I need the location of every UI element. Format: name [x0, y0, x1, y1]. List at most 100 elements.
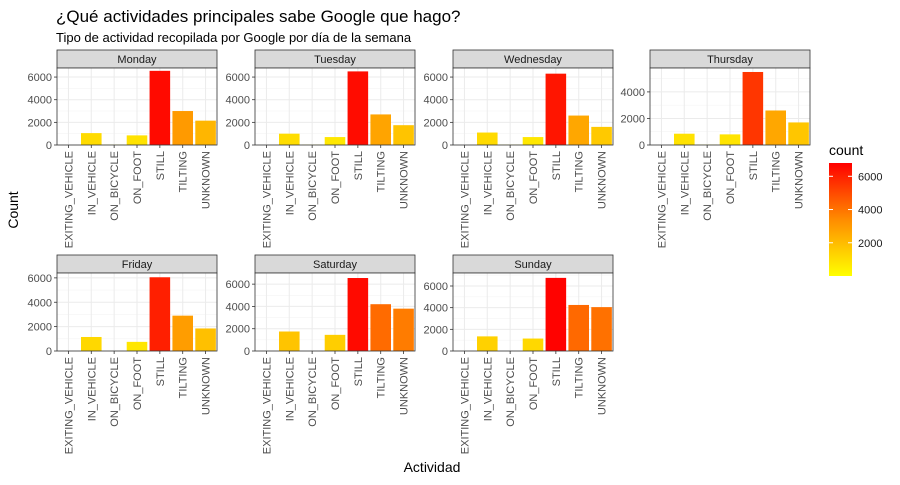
y-tick-label: 6000	[226, 279, 250, 291]
bar-still	[546, 278, 567, 351]
x-tick-label: STILL	[551, 357, 563, 386]
facet-label: Friday	[122, 259, 153, 271]
x-tick-label: UNKNOWN	[794, 151, 806, 209]
bar-still	[348, 278, 369, 351]
legend-tick-label: 2000	[858, 238, 882, 250]
y-tick-label: 0	[442, 140, 448, 152]
x-tick-label: EXITING_VEHICLE	[459, 357, 471, 454]
facet-label: Monday	[117, 54, 157, 66]
y-tick-label: 6000	[424, 72, 448, 84]
bar-tilting	[568, 305, 589, 351]
x-tick-label: ON_FOOT	[528, 357, 540, 410]
bar-unknown	[393, 125, 414, 145]
legend-title: count	[829, 142, 863, 158]
y-tick-label: 2000	[28, 117, 52, 129]
y-tick-label: 6000	[424, 281, 448, 293]
x-tick-label: ON_FOOT	[725, 151, 737, 204]
bar-tilting	[568, 116, 589, 145]
y-tick-label: 2000	[424, 324, 448, 336]
y-axis-label: Count	[5, 191, 21, 228]
y-tick-label: 4000	[226, 95, 250, 107]
y-tick-label: 4000	[28, 297, 52, 309]
bar-still	[150, 71, 171, 145]
legend-colorbar	[829, 163, 852, 276]
bar-still	[546, 74, 567, 145]
x-tick-label: ON_BICYCLE	[505, 151, 517, 221]
x-tick-label: IN_VEHICLE	[284, 357, 296, 421]
facet-label: Thursday	[707, 54, 753, 66]
y-tick-label: 0	[639, 140, 645, 152]
x-tick-label: STILL	[748, 151, 760, 180]
bar-in-vehicle	[477, 336, 498, 351]
bar-still	[348, 71, 369, 145]
y-tick-label: 4000	[226, 301, 250, 313]
x-tick-label: ON_FOOT	[132, 151, 144, 204]
x-tick-label: ON_BICYCLE	[702, 151, 714, 221]
x-tick-label: ON_BICYCLE	[109, 151, 121, 221]
facet-label: Wednesday	[504, 54, 562, 66]
bar-tilting	[370, 304, 391, 351]
x-tick-label: ON_BICYCLE	[109, 357, 121, 427]
x-tick-label: IN_VEHICLE	[482, 151, 494, 215]
x-tick-label: UNKNOWN	[597, 357, 609, 415]
x-axis-label: Actividad	[404, 459, 461, 475]
legend-tick-label: 4000	[858, 205, 882, 217]
y-tick-label: 6000	[28, 72, 52, 84]
x-tick-label: STILL	[155, 151, 167, 180]
bar-tilting	[172, 111, 193, 145]
x-tick-label: UNKNOWN	[399, 151, 411, 209]
facet-label: Sunday	[514, 259, 552, 271]
y-tick-label: 2000	[226, 324, 250, 336]
x-tick-label: TILTING	[771, 151, 783, 192]
x-tick-label: IN_VEHICLE	[679, 151, 691, 215]
facet-label: Tuesday	[314, 54, 356, 66]
x-tick-label: ON_BICYCLE	[307, 357, 319, 427]
x-tick-label: ON_FOOT	[528, 151, 540, 204]
facet-panels: Monday 0 2000 4000 6000 EXITING_VEHICLE IN_VEH…	[28, 50, 810, 454]
x-tick-label: UNKNOWN	[201, 151, 213, 209]
y-tick-label: 4000	[424, 303, 448, 315]
y-tick-label: 4000	[424, 95, 448, 107]
y-tick-label: 0	[244, 346, 250, 358]
bar-tilting	[172, 316, 193, 351]
x-tick-label: IN_VEHICLE	[284, 151, 296, 215]
y-tick-label: 6000	[28, 273, 52, 285]
y-tick-label: 0	[46, 346, 52, 358]
x-tick-label: TILTING	[376, 151, 388, 192]
bar-in-vehicle	[674, 134, 695, 145]
x-tick-label: EXITING_VEHICLE	[656, 151, 668, 248]
bar-on-foot	[325, 335, 346, 351]
x-tick-label: TILTING	[574, 357, 586, 398]
x-tick-label: STILL	[551, 151, 563, 180]
facet-label: Saturday	[313, 259, 358, 271]
x-tick-label: TILTING	[376, 357, 388, 398]
bar-unknown	[195, 328, 216, 351]
y-tick-label: 2000	[226, 117, 250, 129]
bar-unknown	[393, 309, 414, 351]
bar-tilting	[765, 110, 786, 145]
x-tick-label: STILL	[353, 151, 365, 180]
x-tick-label: UNKNOWN	[399, 357, 411, 415]
x-tick-label: ON_FOOT	[132, 357, 144, 410]
x-tick-label: STILL	[353, 357, 365, 386]
bar-on-foot	[325, 137, 346, 145]
bar-on-foot	[127, 135, 148, 145]
x-tick-label: IN_VEHICLE	[482, 357, 494, 421]
bar-in-vehicle	[279, 332, 300, 352]
x-tick-label: ON_FOOT	[330, 357, 342, 410]
x-tick-label: TILTING	[178, 151, 190, 192]
bar-unknown	[591, 127, 612, 145]
x-tick-label: EXITING_VEHICLE	[459, 151, 471, 248]
bar-unknown	[591, 307, 612, 351]
bar-on-foot	[523, 137, 544, 145]
x-tick-label: ON_BICYCLE	[505, 357, 517, 427]
bar-unknown	[788, 122, 809, 145]
bar-still	[743, 72, 764, 145]
x-tick-label: ON_BICYCLE	[307, 151, 319, 221]
